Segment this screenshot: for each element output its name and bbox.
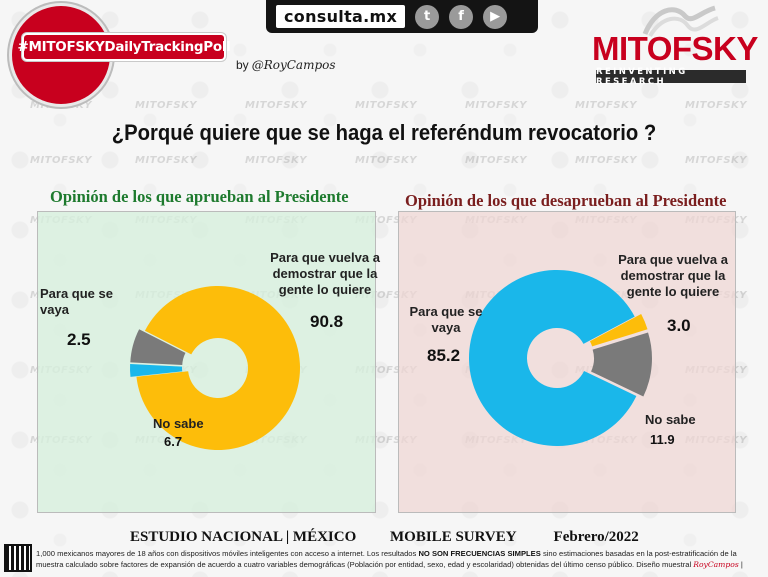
note-end: |	[740, 560, 743, 569]
watermark-text: MITOFSKY	[575, 155, 638, 166]
right-donut-slice-0	[589, 313, 648, 347]
watermark-text: MITOFSKY	[30, 155, 93, 166]
left-label-no-sabe: No sabe	[153, 416, 204, 431]
methodology-note: 1,000 mexicanos mayores de 18 años con d…	[36, 548, 764, 570]
hashtag-badge: #MITOFSKYDailyTrackingPoll	[18, 35, 231, 59]
note-bold: NO SON FRECUENCIAS SIMPLES	[418, 549, 541, 558]
left-value-demostrar: 90.8	[310, 312, 344, 331]
note-text-2: sino estimaciones basadas en la post-est…	[36, 549, 737, 569]
chart-right-panel: Para que vuelva a demostrar que la gente…	[398, 211, 736, 513]
left-label-demostrar: Para que vuelva a demostrar que la gente…	[270, 250, 380, 297]
watermark-text: MITOFSKY	[355, 215, 418, 226]
byline-by: by	[236, 58, 249, 72]
chart-left-svg	[130, 285, 300, 450]
logo-tagline: REINVENTING RESEARCH	[596, 67, 746, 87]
note-signature: RoyCampos	[693, 560, 739, 569]
watermark-text: MITOFSKY	[135, 100, 198, 111]
watermark-text: MITOFSKY	[355, 155, 418, 166]
site-link[interactable]: consulta.mx	[276, 5, 406, 28]
right-donut-slice-1	[591, 332, 652, 397]
footer-study-line: ESTUDIO NACIONAL | MÉXICO MOBILE SURVEY …	[130, 529, 639, 546]
left-label-se-vaya: Para que se vaya	[40, 286, 113, 317]
chart-right-svg	[469, 270, 652, 446]
logo-swirl-icon	[642, 5, 719, 38]
note-text-1: 1,000 mexicanos mayores de 18 años con d…	[36, 549, 417, 558]
byline: by @RoyCampos	[236, 58, 336, 72]
watermark-text: MITOFSKY	[355, 365, 418, 376]
right-value-no-sabe: 11.9	[650, 432, 675, 447]
watermark-text: MITOFSKY	[245, 155, 308, 166]
watermark-text: MITOFSKY	[30, 100, 93, 111]
right-donut-slice-2	[469, 270, 637, 446]
watermark-text: MITOFSKY	[685, 155, 748, 166]
chart-left-panel: Para que vuelva a demostrar que la gente…	[37, 211, 380, 513]
footer-study: ESTUDIO NACIONAL | MÉXICO	[130, 529, 357, 545]
right-label-demostrar: Para que vuelva a demostrar que la gente…	[618, 252, 728, 299]
watermark-text: MITOFSKY	[135, 155, 198, 166]
page-title: ¿Porqué quiere que se haga el referéndum…	[111, 120, 657, 145]
watermark-text: MITOFSKY	[685, 100, 748, 111]
right-value-se-vaya: 85.2	[427, 346, 461, 365]
right-value-demostrar: 3.0	[667, 316, 691, 335]
watermark-text: MITOFSKY	[355, 435, 418, 446]
watermark-text: MITOFSKY	[575, 100, 638, 111]
chart-left-title: Opinión de los que aprueban al President…	[50, 187, 349, 206]
watermark-text: MITOFSKY	[355, 100, 418, 111]
facebook-icon[interactable]: f	[449, 4, 474, 29]
watermark-text: MITOFSKY	[465, 100, 528, 111]
right-label-no-sabe: No sabe	[645, 412, 696, 427]
qr-code-icon[interactable]	[4, 544, 32, 572]
left-donut-slice-2	[130, 329, 186, 365]
watermark-text: MITOFSKY	[245, 100, 308, 111]
footer-date: Febrero/2022	[553, 529, 639, 545]
twitter-icon[interactable]: t	[415, 4, 440, 29]
footer-mode: MOBILE SURVEY	[390, 529, 517, 545]
right-label-se-vaya: Para que se vaya	[409, 304, 483, 335]
left-donut-slice-0	[136, 285, 300, 450]
watermark-text: MITOFSKY	[465, 155, 528, 166]
left-value-se-vaya: 2.5	[67, 330, 91, 349]
chart-right-title: Opinión de los que desaprueban al Presid…	[405, 191, 727, 210]
top-bar: consulta.mx t f ▶	[266, 0, 538, 33]
watermark-text: MITOFSKY	[355, 290, 418, 301]
youtube-icon[interactable]: ▶	[483, 4, 508, 29]
left-donut-slice-1	[130, 364, 183, 377]
left-value-no-sabe: 6.7	[164, 434, 183, 449]
author-signature: @RoyCampos	[251, 58, 336, 72]
logo-name: MITOFSKY	[592, 30, 758, 67]
